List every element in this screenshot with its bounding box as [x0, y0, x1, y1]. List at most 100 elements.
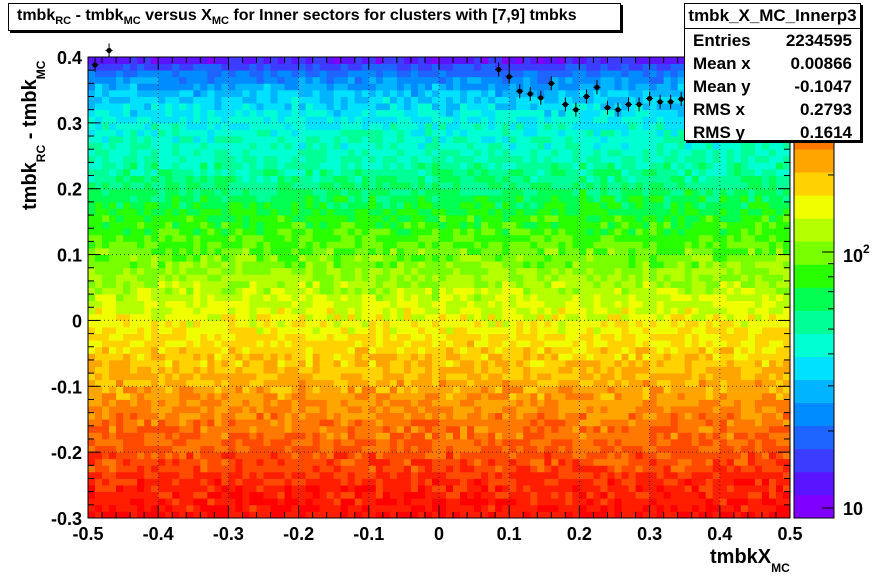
heatmap-cell: [607, 458, 615, 466]
heatmap-cell: [305, 432, 314, 440]
heatmap-cell: [761, 247, 770, 255]
heatmap-cell: [277, 228, 285, 236]
heatmap-cell: [333, 333, 342, 341]
heatmap-cell: [228, 432, 236, 440]
heatmap-cell: [593, 471, 601, 479]
heatmap-cell: [523, 340, 531, 348]
heatmap-cell: [446, 485, 454, 493]
heatmap-cell: [340, 406, 349, 414]
heatmap-cell: [663, 333, 672, 341]
heatmap-cell: [698, 366, 707, 374]
heatmap-cell: [467, 294, 475, 302]
heatmap-cell: [439, 445, 447, 453]
heatmap-cell: [775, 353, 784, 361]
heatmap-cell: [270, 280, 278, 288]
heatmap-cell: [109, 353, 117, 361]
heatmap-cell: [579, 340, 587, 348]
heatmap-cell: [474, 221, 482, 229]
heatmap-cell: [242, 438, 250, 446]
heatmap-cell: [579, 215, 587, 223]
heatmap-cell: [249, 465, 257, 473]
heatmap-cell: [607, 392, 615, 400]
heatmap-cell: [95, 452, 103, 460]
heatmap-cell: [600, 247, 608, 255]
heatmap-cell: [572, 458, 580, 466]
heatmap-cell: [165, 458, 173, 466]
heatmap-cell: [179, 333, 187, 341]
heatmap-cell: [635, 274, 643, 282]
heatmap-cell: [719, 432, 728, 440]
heatmap-cell: [649, 373, 658, 381]
heatmap-cell: [151, 419, 159, 427]
heatmap-cell: [677, 313, 686, 321]
heatmap-cell: [754, 346, 763, 354]
heatmap-cell: [782, 228, 791, 236]
heatmap-cell: [123, 438, 131, 446]
heatmap-cell: [754, 228, 763, 236]
heatmap-cell: [214, 412, 222, 420]
heatmap-cell: [221, 267, 229, 275]
heatmap-cell: [607, 432, 615, 440]
heatmap-cell: [298, 320, 307, 328]
heatmap-cell: [768, 406, 777, 414]
heatmap-cell: [537, 425, 545, 433]
heatmap-cell: [186, 491, 194, 499]
heatmap-cell: [375, 432, 384, 440]
heatmap-cell: [747, 333, 756, 341]
heatmap-cell: [361, 274, 370, 282]
heatmap-cell: [495, 333, 503, 341]
heatmap-cell: [291, 359, 299, 367]
heatmap-cell: [326, 201, 335, 209]
heatmap-cell: [235, 261, 243, 269]
heatmap-cell: [600, 379, 608, 387]
heatmap-cell: [628, 458, 636, 466]
heatmap-cell: [551, 241, 559, 249]
heatmap-cell: [284, 419, 292, 427]
heatmap-cell: [431, 267, 440, 275]
heatmap-cell: [144, 425, 152, 433]
heatmap-cell: [347, 425, 356, 433]
heatmap-cell: [116, 247, 124, 255]
heatmap-cell: [172, 399, 180, 407]
heatmap-cell: [551, 294, 559, 302]
heatmap-cell: [270, 195, 278, 203]
heatmap-cell: [544, 353, 552, 361]
heatmap-cell: [403, 386, 412, 394]
heatmap-cell: [361, 215, 370, 223]
heatmap-cell: [516, 221, 524, 229]
heatmap-cell: [137, 359, 145, 367]
heatmap-cell: [677, 406, 686, 414]
heatmap-cell: [495, 399, 503, 407]
heatmap-cell: [712, 320, 721, 328]
heatmap-cell: [270, 327, 278, 334]
heatmap-cell: [382, 353, 391, 361]
heatmap-cell: [354, 452, 363, 460]
heatmap-cell: [431, 340, 440, 348]
heatmap-cell: [375, 241, 384, 249]
heatmap-cell: [312, 234, 321, 242]
heatmap-cell: [291, 392, 299, 400]
heatmap-cell: [663, 327, 672, 334]
heatmap-cell: [235, 406, 243, 414]
heatmap-cell: [144, 445, 152, 453]
heatmap-cell: [726, 392, 735, 400]
heatmap-cell: [446, 471, 454, 479]
heatmap-cell: [347, 353, 356, 361]
heatmap-cell: [291, 247, 299, 255]
heatmap-cell: [417, 247, 426, 255]
heatmap-cell: [424, 511, 433, 519]
heatmap-cell: [263, 346, 271, 354]
heatmap-cell: [277, 445, 285, 453]
heatmap-cell: [263, 432, 271, 440]
heatmap-cell: [410, 366, 419, 374]
heatmap-cell: [298, 485, 307, 493]
heatmap-cell: [319, 392, 328, 400]
heatmap-cell: [551, 458, 559, 466]
heatmap-cell: [200, 346, 208, 354]
heatmap-cell: [565, 379, 573, 387]
heatmap-cell: [144, 438, 152, 446]
heatmap-cell: [389, 445, 398, 453]
heatmap-cell: [516, 386, 524, 394]
heatmap-cell: [403, 392, 412, 400]
heatmap-cell: [263, 333, 271, 341]
